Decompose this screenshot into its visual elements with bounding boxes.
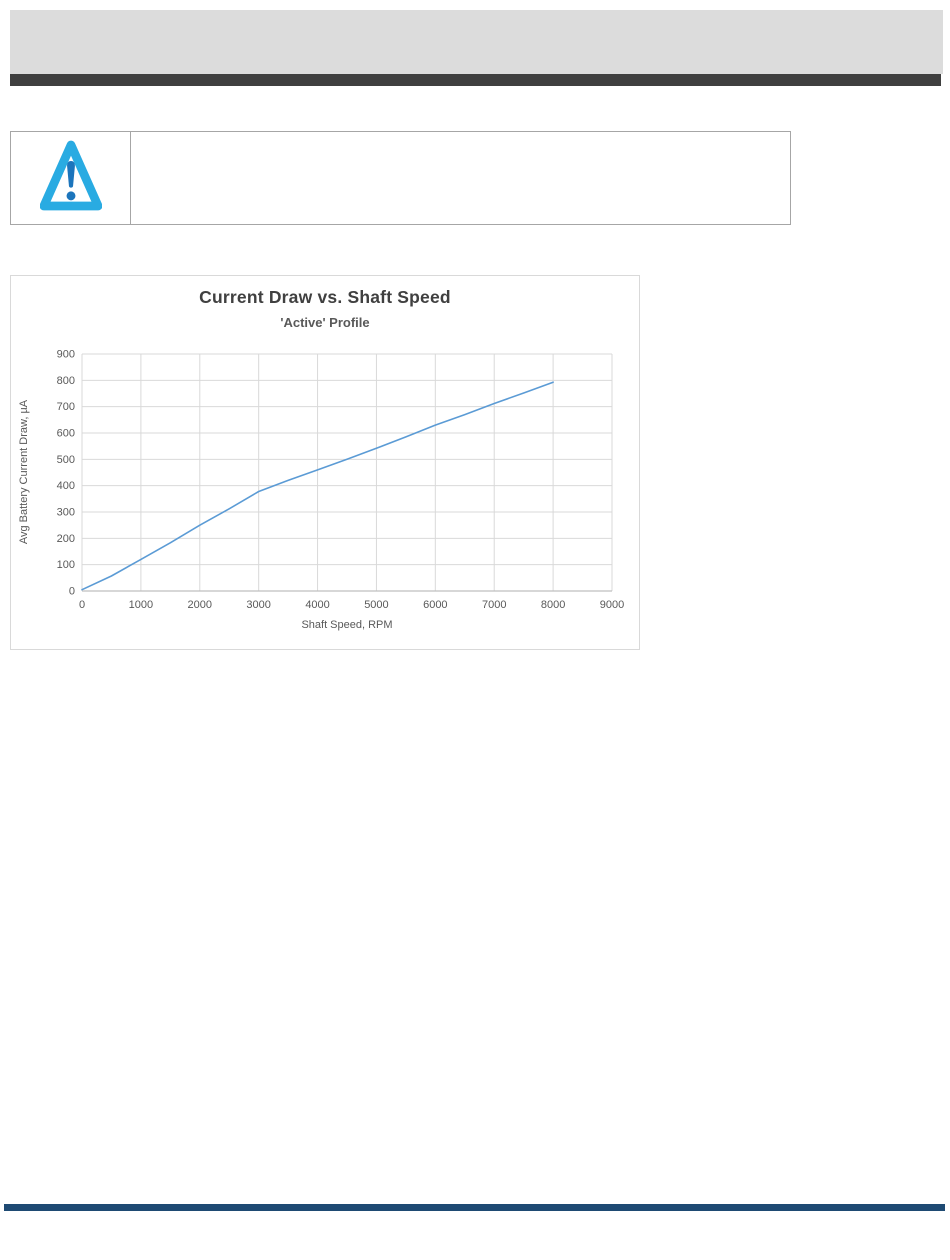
footer-rule — [4, 1204, 945, 1211]
y-tick-label: 200 — [57, 533, 75, 545]
x-tick-label: 9000 — [600, 599, 624, 611]
y-tick-label: 600 — [57, 428, 75, 440]
x-tick-label: 7000 — [482, 599, 506, 611]
y-tick-label: 400 — [57, 480, 75, 492]
chart-x-axis-label: Shaft Speed, RPM — [301, 619, 393, 631]
header-underline-rule — [10, 74, 941, 86]
y-tick-label: 800 — [57, 375, 75, 387]
chart-frame: 0 1000 2000 3000 4000 5000 6000 7000 8000 9000 0 10… — [10, 275, 640, 650]
y-tick-label: 700 — [57, 401, 75, 413]
header-band — [10, 10, 943, 74]
x-tick-label: 3000 — [246, 599, 270, 611]
chart-y-axis-label: Avg Battery Current Draw, µA — [18, 399, 30, 545]
y-tick-label: 500 — [57, 454, 75, 466]
x-tick-label: 5000 — [364, 599, 388, 611]
x-tick-label: 8000 — [541, 599, 565, 611]
y-tick-label: 300 — [57, 507, 75, 519]
chart-subtitle: 'Active' Profile — [280, 315, 370, 330]
x-tick-label: 0 — [79, 599, 85, 611]
x-tick-label: 2000 — [188, 599, 212, 611]
chart-title: Current Draw vs. Shaft Speed — [199, 287, 451, 307]
warning-message-cell — [131, 132, 790, 224]
x-tick-label: 6000 — [423, 599, 447, 611]
y-tick-label: 0 — [69, 586, 75, 598]
y-tick-label: 900 — [57, 349, 75, 361]
y-tick-label: 100 — [57, 559, 75, 571]
chart-plot-svg: 0 1000 2000 3000 4000 5000 6000 7000 8000 9000 0 10… — [57, 349, 625, 612]
x-tick-label: 1000 — [129, 599, 153, 611]
series-line — [81, 381, 554, 591]
warning-triangle-icon — [39, 138, 102, 219]
warning-box — [10, 131, 791, 225]
warning-icon-cell — [11, 132, 131, 224]
x-tick-label: 4000 — [305, 599, 329, 611]
